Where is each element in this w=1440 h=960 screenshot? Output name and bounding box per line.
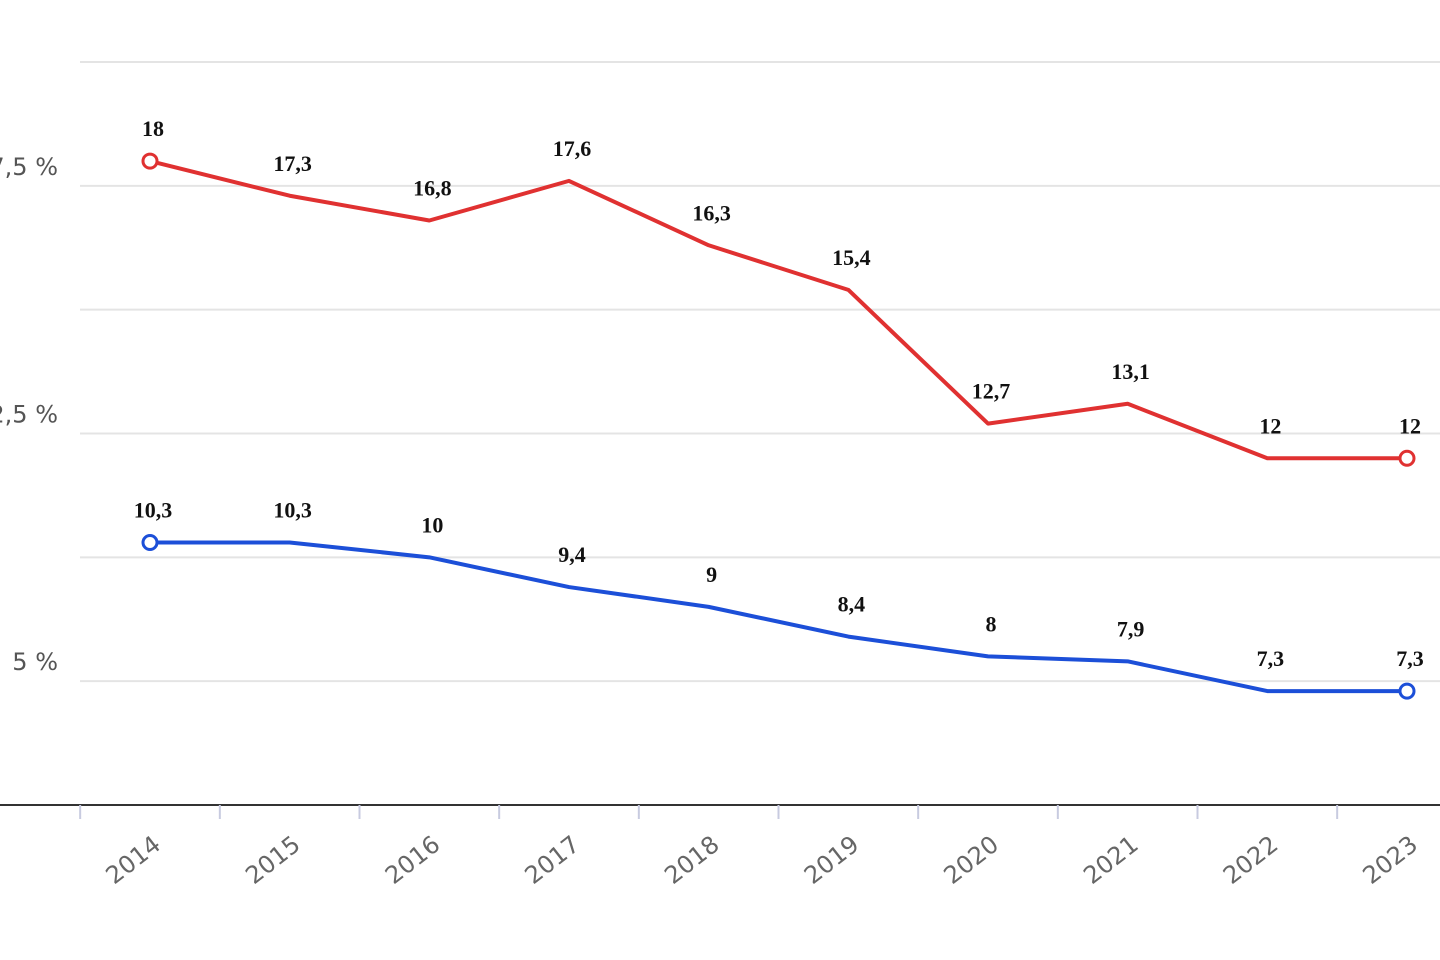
data-label: 13,1 bbox=[1111, 359, 1150, 384]
data-label: 9,4 bbox=[558, 542, 586, 567]
end-marker bbox=[1398, 449, 1416, 467]
data-label: 18 bbox=[142, 116, 164, 141]
y-tick-label: 7,5 % bbox=[0, 153, 58, 181]
data-label: 7,3 bbox=[1257, 646, 1285, 671]
end-marker bbox=[141, 533, 159, 551]
line-series bbox=[149, 159, 1407, 461]
data-label: 10,3 bbox=[273, 498, 312, 523]
data-label: 9 bbox=[706, 562, 717, 587]
data-label: 7,3 bbox=[1396, 646, 1424, 671]
data-label: 10 bbox=[421, 512, 443, 537]
data-label: 10,3 bbox=[134, 498, 173, 523]
data-label: 8 bbox=[986, 611, 997, 636]
data-label: 12,7 bbox=[972, 379, 1011, 404]
data-label: 17,3 bbox=[273, 151, 312, 176]
data-label: 12 bbox=[1399, 413, 1421, 438]
data-label: 12 bbox=[1259, 413, 1281, 438]
data-label: 17,6 bbox=[553, 136, 592, 161]
line-series bbox=[150, 540, 1407, 694]
data-label: 16,3 bbox=[692, 200, 731, 225]
data-label: 8,4 bbox=[838, 592, 866, 617]
end-marker bbox=[1398, 682, 1416, 700]
data-label: 15,4 bbox=[832, 245, 871, 270]
end-marker bbox=[141, 152, 159, 170]
data-label: 7,9 bbox=[1117, 616, 1145, 641]
data-label: 16,8 bbox=[413, 176, 452, 201]
y-tick-label: 5 % bbox=[12, 648, 58, 676]
y-tick-label: 2,5 % bbox=[0, 401, 58, 429]
